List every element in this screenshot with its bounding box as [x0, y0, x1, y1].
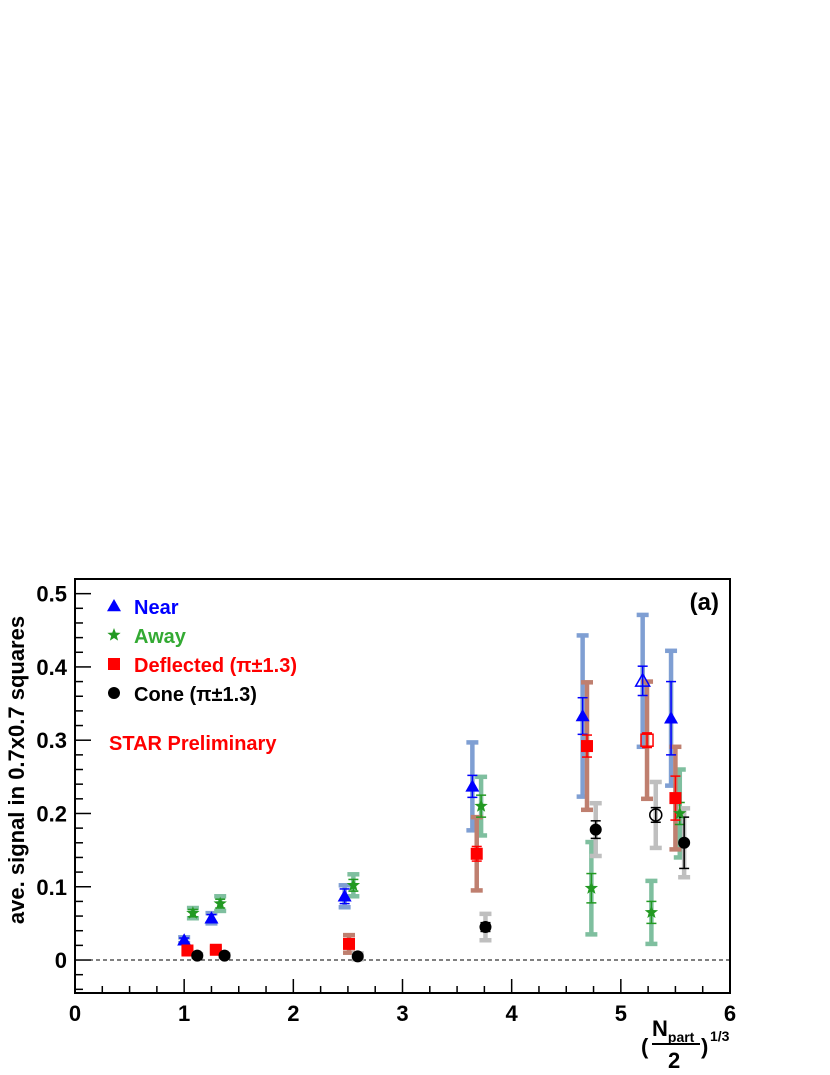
x-tick-label: 4 [506, 1001, 519, 1026]
y-tick-label: 0.3 [36, 728, 67, 753]
x-label-denominator: 2 [668, 1048, 680, 1073]
cone-point [479, 921, 492, 934]
near-point [204, 911, 219, 924]
statistical-error-bars [179, 665, 690, 959]
away-point [213, 896, 227, 910]
legend-marker-near [107, 599, 121, 612]
legend-label-deflected: Deflected (π±1.3) [134, 655, 297, 677]
near-point [465, 779, 480, 792]
near-point [634, 672, 651, 687]
away-point [346, 878, 361, 891]
legend-marker-cone [108, 687, 120, 699]
x-tick-label: 0 [69, 1001, 81, 1026]
away-point [644, 905, 659, 919]
deflected-point [580, 740, 593, 753]
near-point [177, 933, 192, 946]
x-label-close-paren: ) [701, 1034, 708, 1059]
deflected-point [209, 943, 222, 956]
x-tick-label: 2 [287, 1001, 299, 1026]
cone-point [678, 836, 691, 849]
panel-label: (a) [690, 589, 719, 616]
away-point [186, 906, 200, 919]
y-tick-label: 0 [55, 948, 67, 973]
cone-point [218, 949, 231, 962]
deflected-point [181, 944, 194, 957]
x-tick-label: 1 [178, 1001, 190, 1026]
near-point [664, 711, 679, 724]
y-tick-label: 0.4 [36, 655, 67, 680]
x-label-numerator: Npart [652, 1016, 695, 1045]
away-point [474, 799, 488, 812]
away-point [673, 806, 687, 820]
near-point [575, 709, 590, 722]
y-tick-label: 0.2 [36, 801, 67, 826]
star-preliminary-annotation: STAR Preliminary [109, 733, 277, 755]
legend-marker-away [107, 628, 121, 641]
cone-point [191, 949, 204, 962]
cone-point [649, 808, 663, 822]
x-tick-label: 5 [615, 1001, 627, 1026]
data-markers [177, 672, 691, 963]
deflected-point [640, 733, 654, 747]
x-label-exponent: 1/3 [710, 1028, 730, 1044]
legend: Near Away Deflected (π±1.3) Cone (π±1.3) [107, 597, 297, 706]
x-label-open-paren: ( [641, 1034, 649, 1059]
deflected-point [343, 937, 356, 950]
x-tick-label: 6 [724, 1001, 736, 1026]
y-tick-label: 0.1 [36, 875, 67, 900]
near-point [337, 889, 352, 902]
x-axis-label: ( Npart 2 ) 1/3 [641, 1016, 730, 1073]
deflected-point [470, 847, 483, 860]
y-axis-label: ave. signal in 0.7x0.7 squares [4, 616, 29, 924]
legend-marker-deflected [108, 658, 120, 670]
legend-label-cone: Cone (π±1.3) [134, 684, 257, 706]
legend-label-near: Near [134, 597, 179, 619]
x-tick-label: 3 [396, 1001, 408, 1026]
axes: 0 1 2 3 4 5 6 0 0.1 0.2 0.3 0.4 0.5 [36, 578, 736, 1026]
deflected-point [669, 792, 682, 805]
cone-point [589, 823, 602, 836]
y-tick-label: 0.5 [36, 582, 67, 607]
legend-label-away: Away [134, 626, 187, 648]
away-point [584, 881, 599, 894]
cone-point [351, 950, 364, 963]
